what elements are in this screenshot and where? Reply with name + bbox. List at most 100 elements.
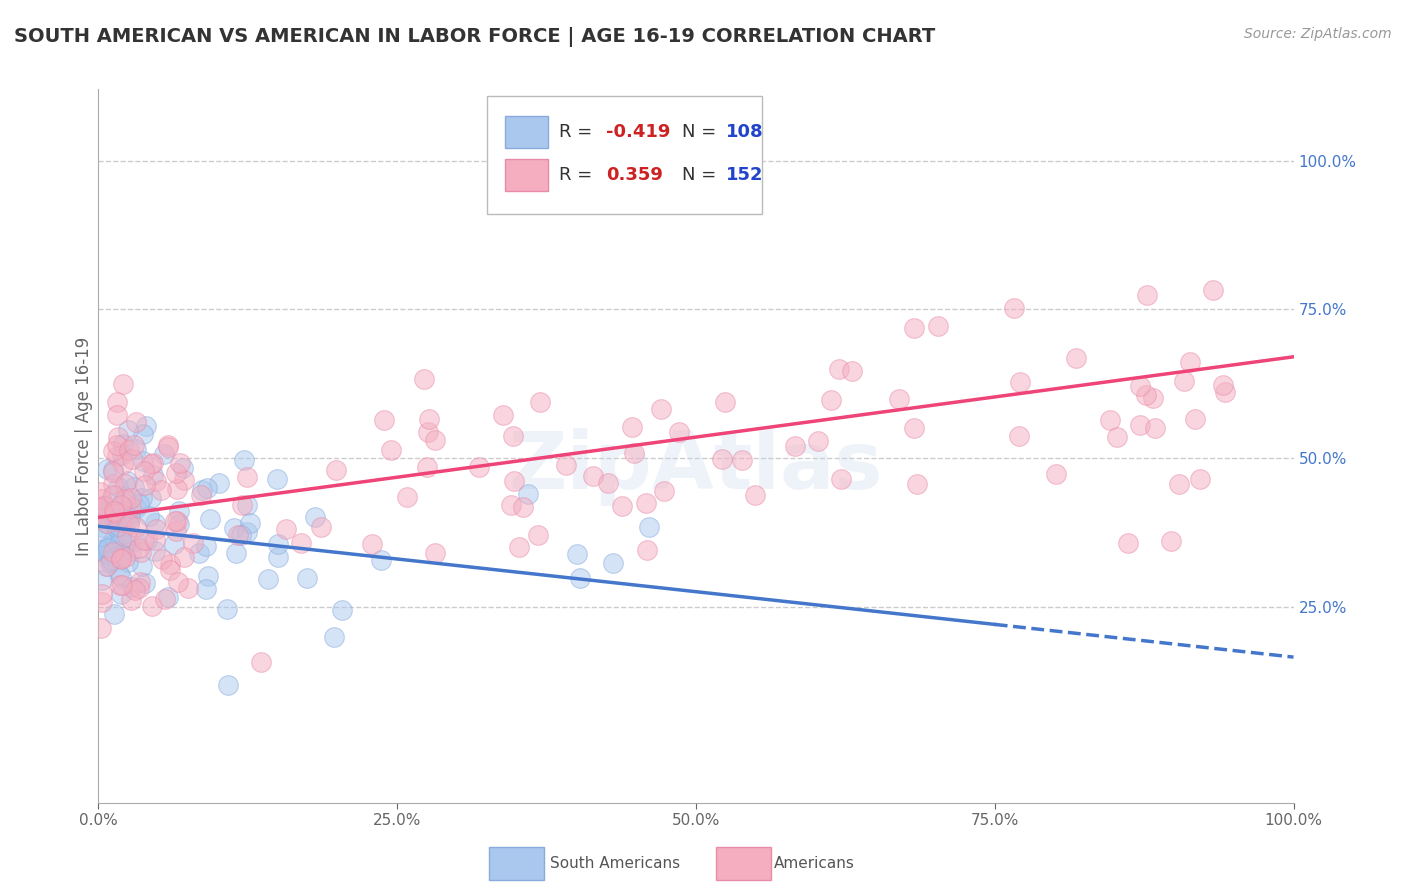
Point bbox=[172, 461, 194, 475]
Point bbox=[94, 510, 117, 524]
Point bbox=[138, 509, 160, 524]
Point bbox=[1129, 418, 1152, 433]
Point bbox=[176, 581, 198, 595]
FancyBboxPatch shape bbox=[489, 847, 544, 880]
Text: R =: R = bbox=[558, 123, 598, 141]
Point bbox=[250, 655, 273, 669]
Point bbox=[114, 508, 136, 522]
Point bbox=[111, 499, 134, 513]
Point bbox=[114, 549, 136, 564]
Point bbox=[167, 503, 190, 517]
Point bbox=[112, 457, 135, 471]
Point bbox=[555, 458, 578, 472]
Point bbox=[135, 533, 157, 547]
Point bbox=[602, 557, 624, 571]
Point bbox=[636, 542, 658, 557]
Point bbox=[128, 497, 150, 511]
Point bbox=[1099, 412, 1122, 426]
Point bbox=[155, 592, 177, 607]
Point bbox=[120, 510, 142, 524]
Point bbox=[132, 454, 155, 468]
Point bbox=[159, 557, 181, 571]
Point bbox=[125, 415, 148, 429]
Point bbox=[98, 555, 121, 569]
Point bbox=[101, 463, 124, 477]
Point bbox=[96, 516, 118, 530]
Point bbox=[304, 510, 326, 524]
Point bbox=[166, 514, 188, 528]
Point bbox=[143, 544, 166, 558]
Point bbox=[104, 506, 127, 520]
Point bbox=[654, 483, 676, 498]
Point bbox=[903, 321, 925, 335]
Point bbox=[713, 394, 735, 409]
Point bbox=[295, 571, 318, 585]
Point bbox=[111, 436, 134, 450]
Point bbox=[360, 537, 382, 551]
Point bbox=[97, 548, 120, 562]
Point bbox=[807, 434, 830, 449]
Point bbox=[1188, 472, 1211, 486]
Point bbox=[1212, 378, 1234, 392]
Point bbox=[97, 539, 120, 553]
Point bbox=[125, 520, 148, 534]
Point bbox=[612, 499, 634, 513]
Point bbox=[668, 425, 690, 440]
Point bbox=[120, 491, 142, 505]
Point bbox=[108, 518, 131, 533]
Point bbox=[194, 539, 217, 553]
Point bbox=[423, 546, 446, 560]
Point bbox=[104, 519, 127, 533]
Point bbox=[416, 425, 439, 440]
Point bbox=[90, 587, 112, 601]
Point bbox=[190, 483, 212, 497]
Point bbox=[103, 466, 125, 480]
Point bbox=[195, 582, 218, 596]
Point bbox=[90, 492, 112, 507]
Text: 108: 108 bbox=[725, 123, 763, 141]
Point bbox=[104, 549, 127, 564]
Point bbox=[115, 475, 138, 489]
Point bbox=[117, 508, 139, 523]
Point bbox=[94, 498, 117, 512]
Point bbox=[117, 423, 139, 437]
Point bbox=[373, 413, 395, 427]
Point bbox=[1107, 429, 1129, 443]
Point bbox=[104, 519, 127, 533]
Point bbox=[395, 490, 418, 504]
Point bbox=[529, 394, 551, 409]
Point bbox=[101, 477, 124, 491]
Point bbox=[207, 475, 229, 490]
Point bbox=[124, 582, 146, 597]
Point bbox=[169, 456, 191, 470]
Point bbox=[125, 501, 148, 516]
Y-axis label: In Labor Force | Age 16-19: In Labor Force | Age 16-19 bbox=[75, 336, 93, 556]
Point bbox=[120, 593, 142, 607]
Point bbox=[104, 510, 127, 524]
Point bbox=[467, 460, 489, 475]
Point bbox=[163, 537, 186, 551]
Point bbox=[598, 475, 620, 490]
Point bbox=[217, 602, 239, 616]
Point bbox=[225, 546, 247, 560]
Point bbox=[1135, 388, 1157, 402]
FancyBboxPatch shape bbox=[716, 847, 772, 880]
Point bbox=[166, 483, 188, 497]
Point bbox=[122, 480, 145, 494]
Point bbox=[97, 503, 120, 517]
Point bbox=[416, 460, 439, 475]
Point bbox=[638, 520, 661, 534]
Point bbox=[90, 621, 112, 635]
Point bbox=[105, 394, 128, 409]
Point bbox=[903, 421, 925, 435]
Point bbox=[91, 506, 114, 520]
Point bbox=[887, 392, 910, 407]
Point bbox=[267, 537, 290, 551]
Point bbox=[232, 453, 254, 467]
Text: N =: N = bbox=[682, 123, 721, 141]
Point bbox=[131, 426, 153, 441]
Point bbox=[108, 577, 131, 591]
Point bbox=[122, 438, 145, 452]
Point bbox=[266, 472, 288, 486]
Point bbox=[97, 547, 120, 561]
